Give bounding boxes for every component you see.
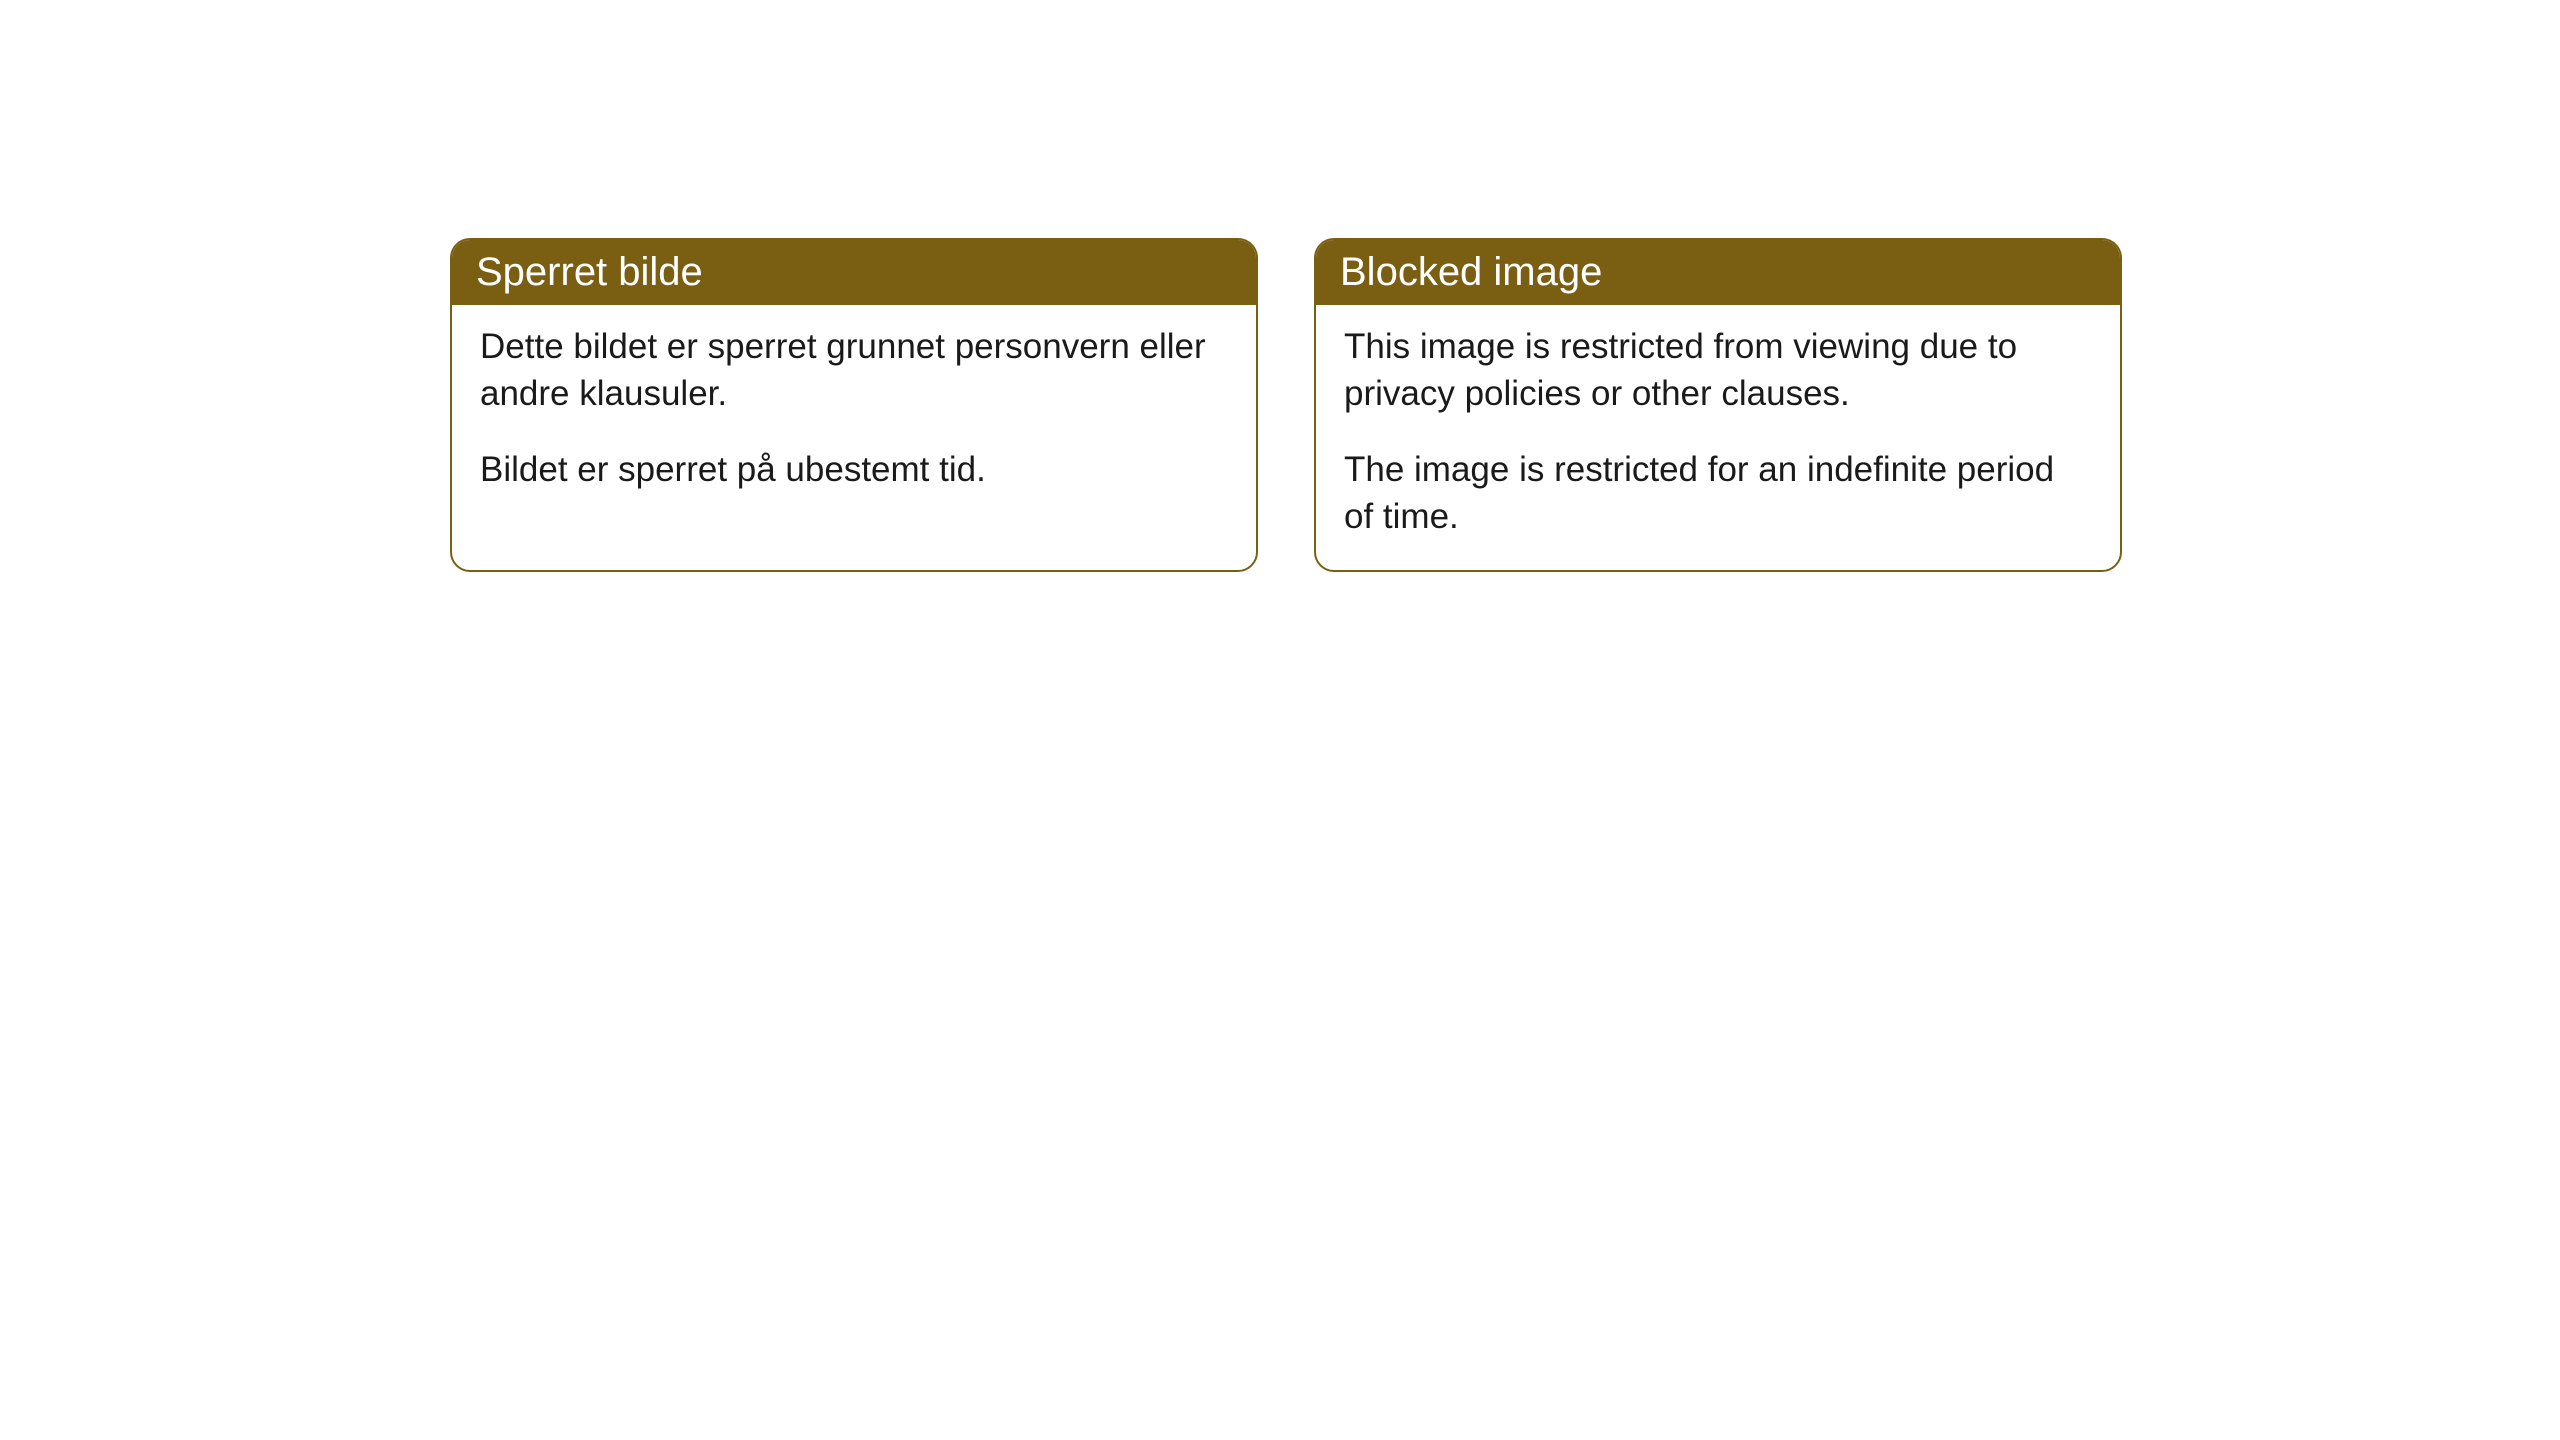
card-paragraph: Bildet er sperret på ubestemt tid.: [480, 446, 1228, 493]
card-paragraph: The image is restricted for an indefinit…: [1344, 446, 2092, 541]
notice-card-norwegian: Sperret bilde Dette bildet er sperret gr…: [450, 238, 1258, 572]
notice-card-english: Blocked image This image is restricted f…: [1314, 238, 2122, 572]
notice-cards-container: Sperret bilde Dette bildet er sperret gr…: [450, 238, 2122, 572]
card-paragraph: This image is restricted from viewing du…: [1344, 323, 2092, 418]
card-body: Dette bildet er sperret grunnet personve…: [452, 305, 1256, 523]
card-header: Blocked image: [1316, 240, 2120, 305]
card-header: Sperret bilde: [452, 240, 1256, 305]
card-paragraph: Dette bildet er sperret grunnet personve…: [480, 323, 1228, 418]
card-title: Sperret bilde: [476, 250, 703, 294]
card-body: This image is restricted from viewing du…: [1316, 305, 2120, 570]
card-title: Blocked image: [1340, 250, 1602, 294]
